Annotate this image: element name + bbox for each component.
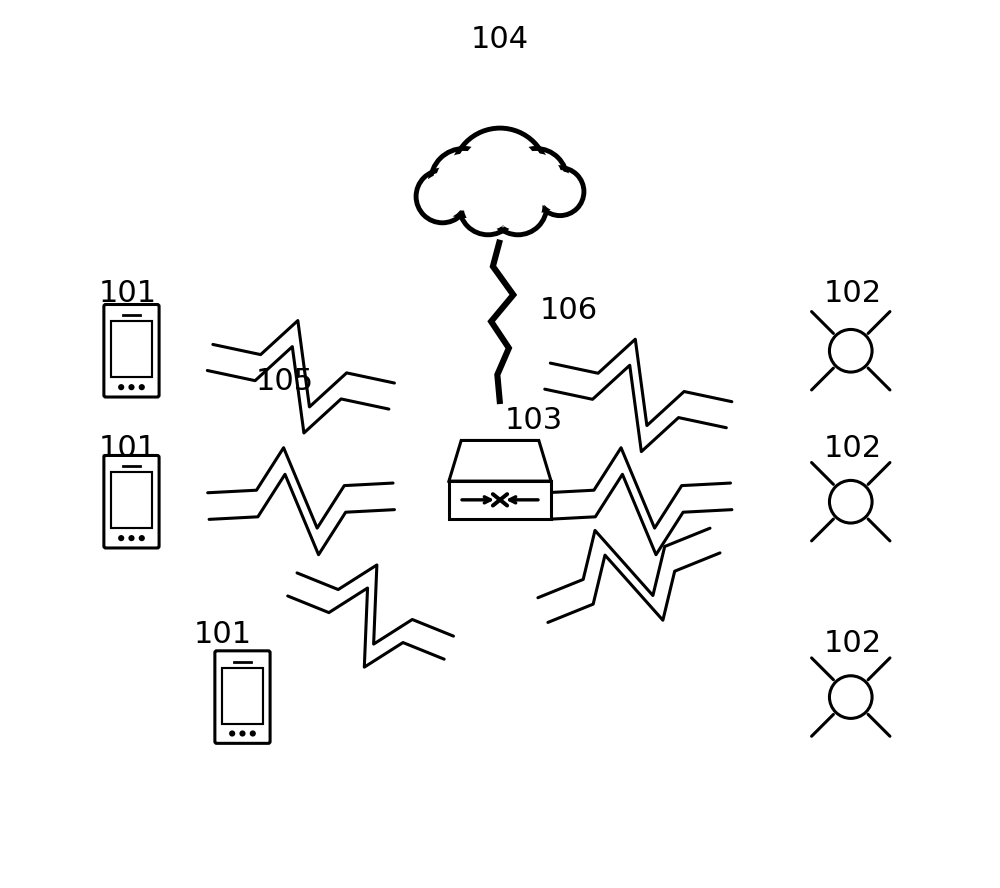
Circle shape (464, 181, 512, 231)
FancyBboxPatch shape (215, 651, 270, 743)
Circle shape (494, 181, 542, 231)
Circle shape (436, 154, 493, 210)
Circle shape (489, 178, 547, 234)
Polygon shape (449, 440, 551, 481)
Text: 101: 101 (194, 621, 252, 649)
FancyBboxPatch shape (104, 305, 159, 397)
Text: 106: 106 (540, 297, 598, 325)
Text: 103: 103 (504, 407, 563, 435)
Circle shape (430, 148, 498, 216)
Circle shape (229, 731, 235, 736)
Circle shape (829, 480, 872, 523)
Circle shape (540, 171, 580, 212)
Text: 101: 101 (99, 434, 157, 463)
Circle shape (128, 535, 135, 541)
Circle shape (139, 535, 145, 541)
Circle shape (452, 128, 548, 224)
Bar (222, 668, 263, 724)
Circle shape (829, 676, 872, 718)
Circle shape (118, 535, 124, 541)
Text: 101: 101 (99, 279, 157, 307)
Bar (111, 472, 152, 528)
Text: 102: 102 (824, 279, 882, 307)
Circle shape (416, 170, 469, 223)
Circle shape (250, 731, 256, 736)
Circle shape (505, 148, 567, 210)
Text: 105: 105 (256, 368, 314, 396)
Text: 102: 102 (824, 434, 882, 463)
Bar (449, 481, 551, 519)
FancyBboxPatch shape (104, 456, 159, 548)
Circle shape (420, 174, 465, 218)
Circle shape (139, 385, 145, 390)
Circle shape (459, 135, 541, 217)
Text: 104: 104 (471, 26, 529, 54)
Circle shape (829, 329, 872, 372)
Circle shape (128, 385, 135, 390)
Circle shape (459, 178, 517, 234)
Circle shape (239, 731, 246, 736)
Circle shape (536, 168, 584, 216)
Text: 102: 102 (824, 630, 882, 658)
Bar (111, 321, 152, 377)
Circle shape (509, 153, 562, 206)
Circle shape (118, 385, 124, 390)
